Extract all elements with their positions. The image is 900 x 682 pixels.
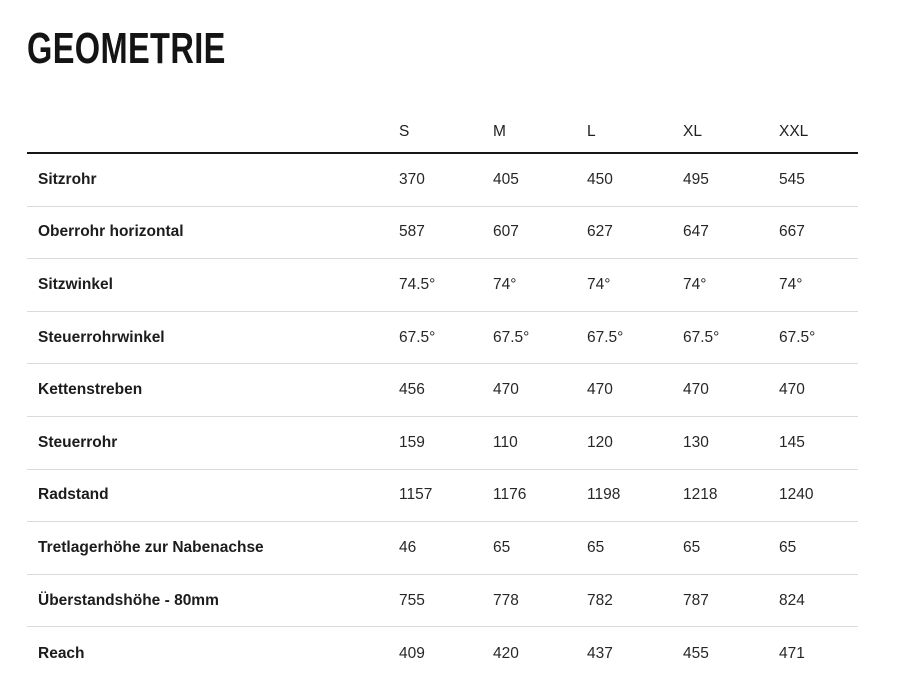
value-cell: 67.5°	[683, 328, 720, 346]
row-label: Sitzrohr	[38, 170, 97, 188]
table-row: Steuerrohrwinkel 67.5° 67.5° 67.5° 67.5° 67.5…	[27, 312, 858, 365]
size-column-header: XL	[683, 123, 702, 140]
value-cell: 450	[587, 170, 613, 188]
row-label: Steuerrohr	[38, 433, 118, 451]
value-cell: 409	[399, 644, 425, 662]
value-cell: 405	[493, 170, 519, 188]
row-label: Kettenstreben	[38, 381, 143, 399]
value-cell: 74°	[587, 275, 611, 293]
value-cell: 65	[683, 538, 701, 556]
table-row: Oberrohr horizontal 587 607 627 647 667	[27, 207, 858, 260]
table-row: Kettenstreben 456 470 470 470 470	[27, 364, 858, 417]
value-cell: 470	[587, 381, 613, 399]
value-cell: 778	[493, 591, 519, 609]
value-cell: 787	[683, 591, 709, 609]
value-cell: 470	[683, 381, 709, 399]
value-cell: 1198	[587, 486, 621, 504]
value-cell: 159	[399, 433, 425, 451]
value-cell: 456	[399, 381, 425, 399]
value-cell: 437	[587, 644, 613, 662]
value-cell: 471	[779, 644, 805, 662]
table-body: Sitzrohr 370 405 450 495 545 Oberrohr horizont…	[27, 154, 858, 680]
value-cell: 67.5°	[399, 328, 436, 346]
size-column-header: L	[587, 123, 596, 140]
row-label: Reach	[38, 644, 85, 662]
table-row: Reach 409 420 437 455 471	[27, 627, 858, 680]
page-title: GEOMETRIE	[27, 24, 226, 73]
value-cell: 65	[493, 538, 511, 556]
value-cell: 46	[399, 538, 417, 556]
value-cell: 495	[683, 170, 709, 188]
geometry-table: S M L XL XXL Sitzrohr 370 405 450 495 545 Oberrohr…	[27, 71, 858, 680]
header-spacer-cell	[27, 141, 399, 152]
value-cell: 607	[493, 223, 519, 241]
value-cell: 130	[683, 433, 709, 451]
value-cell: 1240	[779, 486, 814, 504]
row-label: Tretlagerhöhe zur Nabenachse	[38, 538, 264, 556]
value-cell: 65	[587, 538, 605, 556]
value-cell: 1176	[493, 486, 527, 504]
value-cell: 420	[493, 644, 519, 662]
value-cell: 824	[779, 591, 805, 609]
value-cell: 755	[399, 591, 425, 609]
value-cell: 145	[779, 433, 805, 451]
value-cell: 587	[399, 223, 425, 241]
value-cell: 74°	[493, 275, 517, 293]
table-row: Überstandshöhe - 80mm 755 778 782 787 824	[27, 575, 858, 628]
row-label: Sitzwinkel	[38, 275, 113, 293]
size-column-header: XXL	[779, 123, 809, 140]
value-cell: 667	[779, 223, 805, 241]
value-cell: 470	[779, 381, 805, 399]
size-column-header: S	[399, 123, 410, 140]
value-cell: 110	[493, 433, 518, 451]
value-cell: 67.5°	[779, 328, 816, 346]
value-cell: 74°	[779, 275, 803, 293]
size-header-row: S M L XL XXL	[27, 71, 858, 154]
value-cell: 455	[683, 644, 709, 662]
value-cell: 782	[587, 591, 613, 609]
value-cell: 67.5°	[587, 328, 624, 346]
table-row: Sitzwinkel 74.5° 74° 74° 74° 74°	[27, 259, 858, 312]
value-cell: 120	[587, 433, 613, 451]
row-label: Oberrohr horizontal	[38, 223, 184, 241]
value-cell: 1218	[683, 486, 718, 504]
value-cell: 370	[399, 170, 425, 188]
value-cell: 545	[779, 170, 805, 188]
row-label: Steuerrohrwinkel	[38, 328, 165, 346]
row-label: Überstandshöhe - 80mm	[38, 591, 219, 609]
table-row: Steuerrohr 159 110 120 130 145	[27, 417, 858, 470]
value-cell: 74°	[683, 275, 707, 293]
value-cell: 470	[493, 381, 519, 399]
value-cell: 67.5°	[493, 328, 530, 346]
value-cell: 65	[779, 538, 797, 556]
value-cell: 1157	[399, 486, 433, 504]
table-row: Sitzrohr 370 405 450 495 545	[27, 154, 858, 207]
size-column-header: M	[493, 123, 506, 140]
table-row: Tretlagerhöhe zur Nabenachse 46 65 65 65 65	[27, 522, 858, 575]
value-cell: 647	[683, 223, 709, 241]
value-cell: 627	[587, 223, 613, 241]
table-row: Radstand 1157 1176 1198 1218 1240	[27, 470, 858, 523]
value-cell: 74.5°	[399, 275, 436, 293]
row-label: Radstand	[38, 486, 109, 504]
